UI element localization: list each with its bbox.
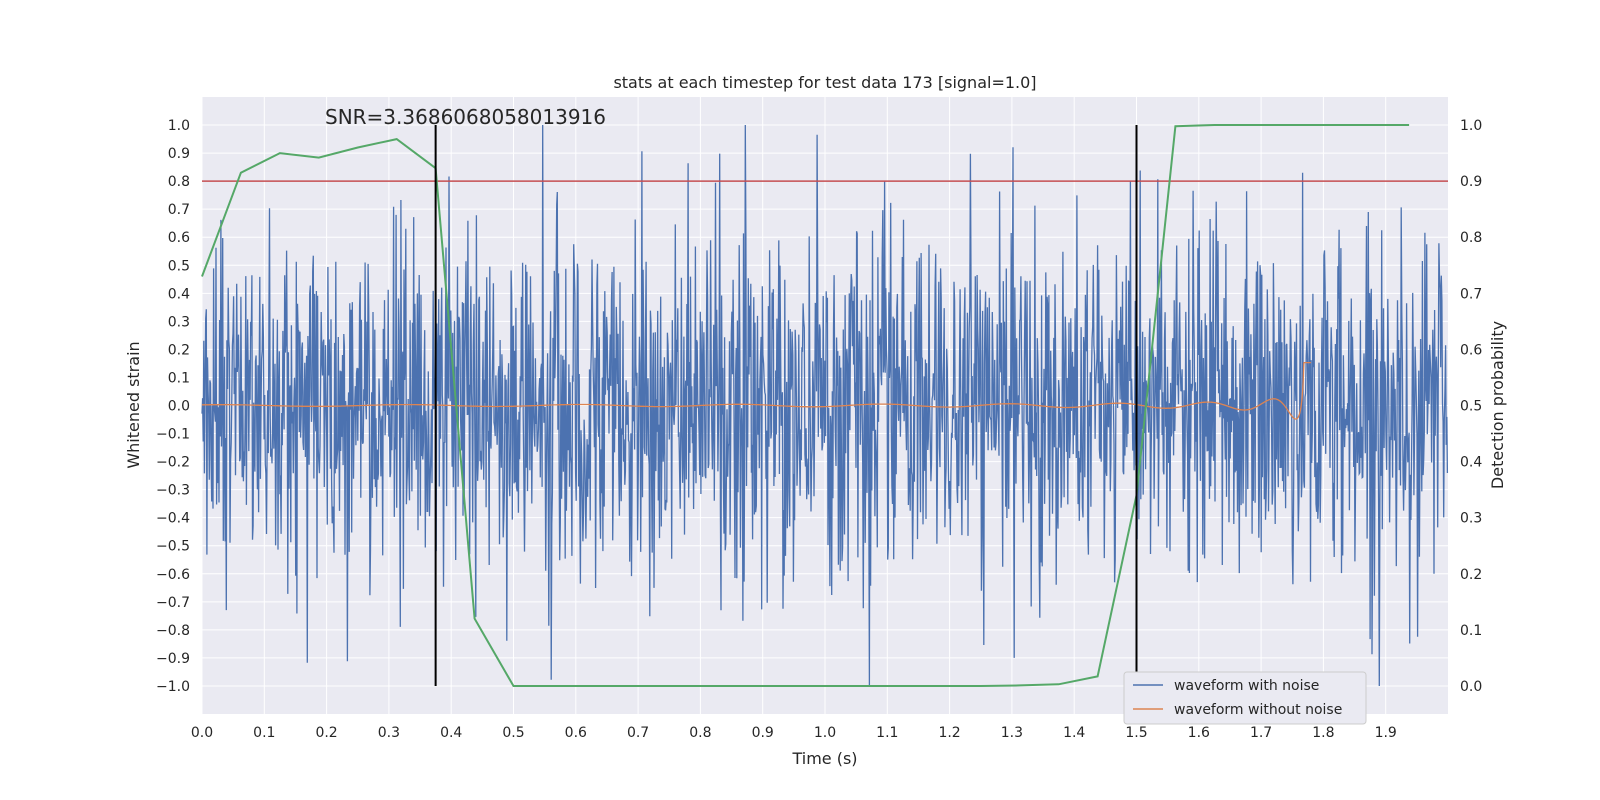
x-tick-label: 0.0 [191, 725, 213, 741]
y-tick-label: 0.8 [168, 174, 190, 190]
snr-annotation: SNR=3.3686068058013916 [325, 105, 606, 129]
legend-label-clean: waveform without noise [1174, 702, 1342, 718]
y-tick-label: −1.0 [156, 679, 190, 695]
y-tick-label: 0.7 [168, 202, 190, 218]
x-tick-label: 1.5 [1125, 725, 1147, 741]
x-tick-label: 1.9 [1375, 725, 1397, 741]
y-tick-label: −0.7 [156, 595, 190, 611]
y2-tick-label: 0.6 [1460, 342, 1482, 358]
x-tick-label: 1.7 [1250, 725, 1272, 741]
legend: waveform with noise waveform without noi… [1123, 671, 1367, 725]
y-tick-label: −0.9 [156, 651, 190, 667]
x-tick-label: 1.2 [938, 725, 960, 741]
y2-tick-label: 0.7 [1460, 286, 1482, 302]
y-tick-label: 0.9 [168, 146, 190, 162]
y2-tick-label: 1.0 [1460, 118, 1482, 134]
tick-labels: 0.0 0.1 0.2 0.3 0.4 0.5 0.6 0.7 0.8 0.9 1.0 1.1 1.2 1… [156, 118, 1482, 741]
y2-tick-label: 0.5 [1460, 399, 1482, 415]
x-tick-label: 0.4 [440, 725, 462, 741]
y2-axis-label: Detection probability [1488, 321, 1507, 489]
y2-tick-label: 0.9 [1460, 174, 1482, 190]
y2-tick-label: 0.2 [1460, 567, 1482, 583]
x-tick-label: 0.9 [752, 725, 774, 741]
x-tick-label: 0.3 [378, 725, 400, 741]
x-tick-label: 1.4 [1063, 725, 1085, 741]
y-tick-label: 1.0 [168, 118, 190, 134]
x-tick-label: 1.1 [876, 725, 898, 741]
series-line-noise [201, 124, 1449, 687]
y-tick-label: 0.4 [168, 286, 190, 302]
series-line-clean [202, 361, 1311, 420]
y-tick-label: −0.6 [156, 567, 190, 583]
y-tick-label: −0.4 [156, 511, 190, 527]
y-tick-label: −0.2 [156, 455, 190, 471]
x-tick-label: 0.1 [253, 725, 275, 741]
x-tick-label: 1.6 [1188, 725, 1210, 741]
y2-tick-label: 0.3 [1460, 511, 1482, 527]
series-line-probability [201, 124, 1410, 687]
chart-title: stats at each timestep for test data 173… [613, 73, 1036, 92]
x-tick-label: 0.8 [689, 725, 711, 741]
y-tick-label: 0.3 [168, 314, 190, 330]
x-tick-label: 0.7 [627, 725, 649, 741]
y-axis-label: Whitened strain [124, 341, 143, 468]
y-tick-label: 0.1 [168, 370, 190, 386]
x-tick-label: 1.0 [814, 725, 836, 741]
y-tick-label: 0.5 [168, 258, 190, 274]
legend-box [1123, 671, 1367, 725]
y2-tick-label: 0.0 [1460, 679, 1482, 695]
x-tick-label: 0.2 [315, 725, 337, 741]
legend-label-noise: waveform with noise [1174, 678, 1319, 694]
y2-tick-label: 0.4 [1460, 455, 1482, 471]
x-axis-label: Time (s) [791, 749, 857, 768]
x-tick-label: 1.3 [1001, 725, 1023, 741]
y2-tick-label: 0.1 [1460, 623, 1482, 639]
y-tick-label: 0.6 [168, 230, 190, 246]
overlay-group [201, 124, 1448, 687]
y-tick-label: −0.8 [156, 623, 190, 639]
y-tick-label: −0.1 [156, 427, 190, 443]
y-tick-label: 0.0 [168, 399, 190, 415]
x-tick-label: 0.6 [565, 725, 587, 741]
y2-tick-label: 0.8 [1460, 230, 1482, 246]
x-tick-label: 1.8 [1312, 725, 1334, 741]
chirp-series-group [202, 361, 1311, 420]
y-tick-label: 0.2 [168, 342, 190, 358]
noise-series-group [201, 124, 1449, 687]
y-tick-label: −0.5 [156, 539, 190, 555]
x-tick-label: 0.5 [502, 725, 524, 741]
y-tick-label: −0.3 [156, 483, 190, 499]
